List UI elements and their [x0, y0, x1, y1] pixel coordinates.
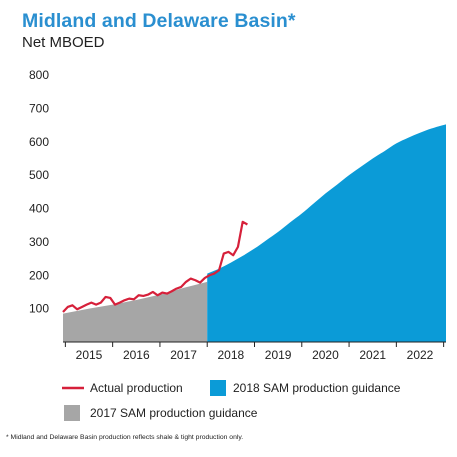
y-tick-label: 800: [29, 68, 49, 82]
x-tick-label: 2015: [76, 348, 103, 362]
x-tick-label: 2017: [170, 348, 197, 362]
legend-actual-label: Actual production: [90, 381, 183, 395]
y-tick-label: 600: [29, 135, 49, 149]
x-tick-label: 2018: [218, 348, 245, 362]
x-tick-label: 2022: [407, 348, 434, 362]
y-tick-label: 100: [29, 302, 49, 316]
legend-2018-swatch: [210, 380, 226, 396]
legend-2018-label: 2018 SAM production guidance: [233, 381, 401, 395]
x-axis-ticks: 2015 2016 2017 2018 2019 2020 2021 2022: [64, 342, 445, 362]
y-tick-label: 500: [29, 168, 49, 182]
chart-title: Midland and Delaware Basin*: [22, 10, 296, 32]
x-tick-label: 2021: [359, 348, 386, 362]
y-tick-label: 300: [29, 235, 49, 249]
y-tick-label: 700: [29, 101, 49, 115]
legend-2017-swatch: [64, 405, 80, 421]
plot-area: [62, 124, 446, 343]
y-axis-ticks: 100 200 300 400 500 600 700 800: [29, 68, 49, 316]
legend: Actual production 2018 SAM production gu…: [62, 380, 401, 421]
legend-2017-label: 2017 SAM production guidance: [90, 406, 258, 420]
x-tick-label: 2020: [312, 348, 339, 362]
x-tick-label: 2016: [123, 348, 150, 362]
chart-subtitle: Net MBOED: [22, 34, 105, 51]
area-2018-sam-guidance: [207, 124, 446, 343]
footnote: * Midland and Delaware Basin production …: [6, 434, 244, 441]
y-tick-label: 200: [29, 268, 49, 282]
line-actual-production: [62, 220, 248, 313]
x-tick-label: 2019: [265, 348, 292, 362]
area-2017-sam-guidance: [63, 281, 208, 342]
y-tick-label: 400: [29, 202, 49, 216]
